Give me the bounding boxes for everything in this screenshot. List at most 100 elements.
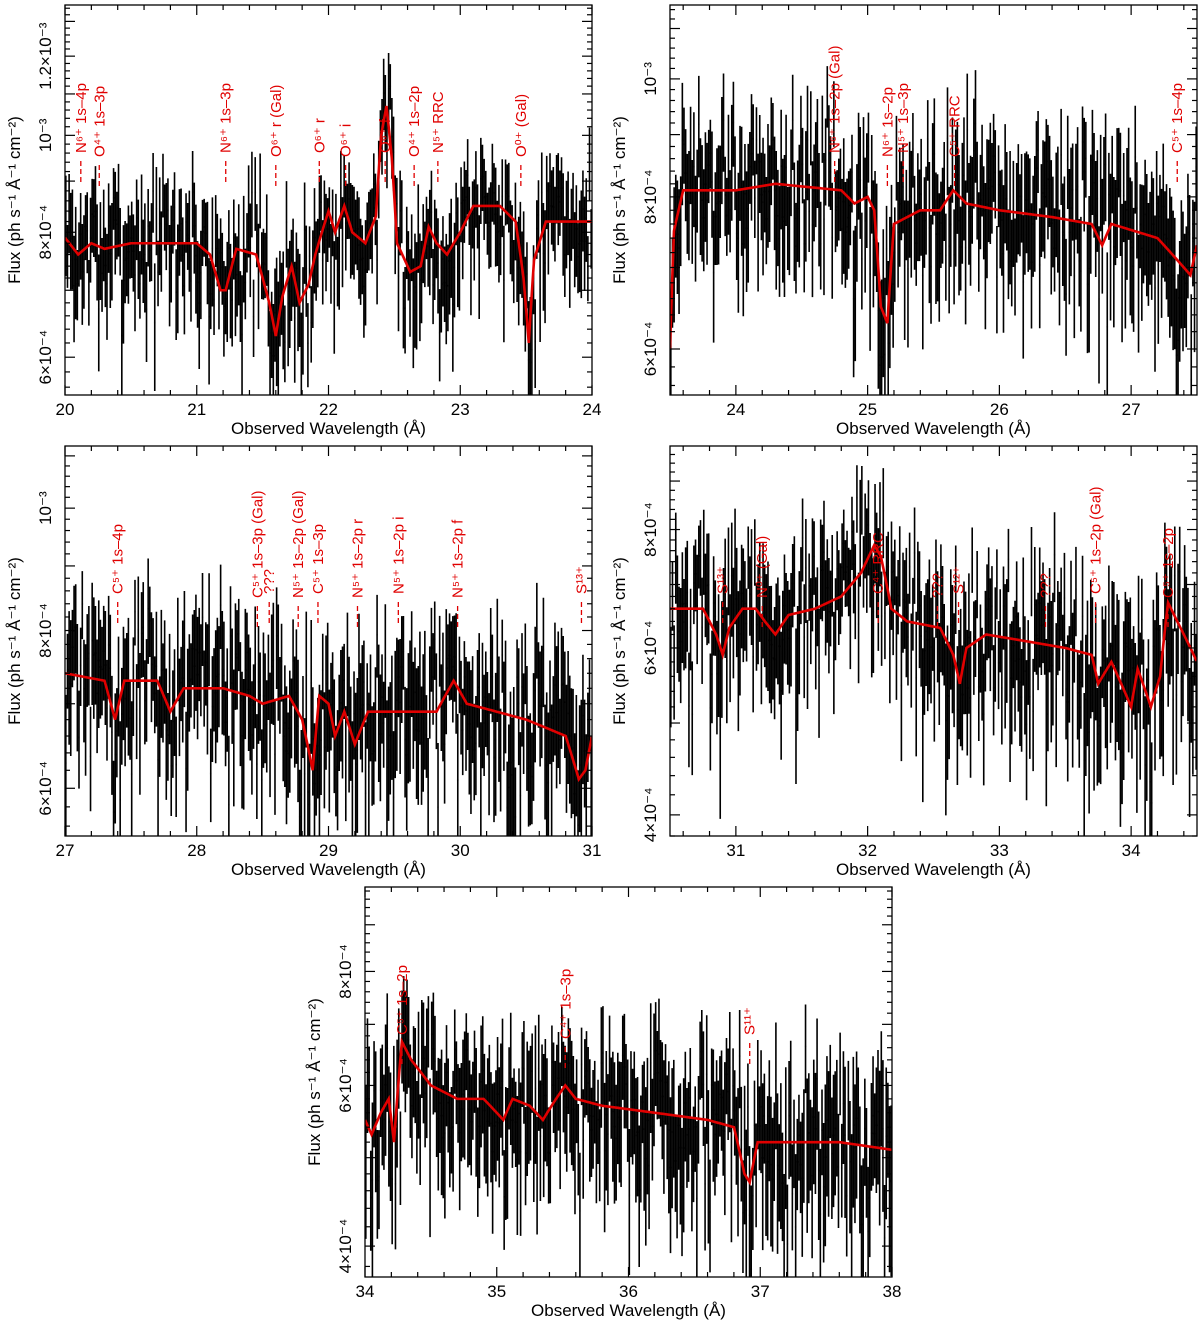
line-id-label: N⁵⁺ 1s–2p (Gal) <box>290 490 307 598</box>
x-tick-label: 26 <box>990 400 1009 419</box>
panel-4: 31 32 33 34 Observed Wavelength (Å) 4×10⁻⁴ 6×1… <box>610 445 1198 879</box>
data-points <box>65 558 592 836</box>
line-id-label: O⁴⁺ 1s–3p <box>91 86 108 157</box>
x-tick-label: 28 <box>187 841 206 860</box>
x-axis: 24 25 26 27 Observed Wavelength (Å) <box>682 5 1185 438</box>
y-axis-label: Flux (ph s⁻¹ Å⁻¹ cm⁻²) <box>305 998 324 1166</box>
y-tick-label: 6×10⁻⁴ <box>641 621 660 676</box>
line-id-label: N⁶⁺ 1s–3p <box>218 83 235 153</box>
x-tick-label: 21 <box>187 400 206 419</box>
model-line <box>670 542 1197 712</box>
line-id-label: O⁶⁺ r (Gal) <box>268 85 285 157</box>
data-points <box>670 66 1197 395</box>
x-tick-label: 36 <box>619 1282 638 1301</box>
x-axis: 20 21 22 23 24 Observed Wavelength (Å) <box>56 5 602 438</box>
x-tick-label: 37 <box>751 1282 770 1301</box>
line-id-label: N⁵⁺ 1s–3p <box>895 83 912 153</box>
x-tick-label: 24 <box>583 400 602 419</box>
y-axis: 4×10⁻⁴ 6×10⁻⁴ 8×10⁻⁴ Flux (ph s⁻¹ Å⁻¹ cm⁻²) <box>305 890 892 1273</box>
line-id-label: N⁵⁺ RRC <box>430 91 447 153</box>
model-line <box>670 182 1197 350</box>
line-ids: C⁵⁺ 1s–4p C⁵⁺ 1s–3p (Gal)??? N⁵⁺ 1s–2p (Ga… <box>110 490 590 628</box>
plot-frame <box>64 445 593 837</box>
plot-frame <box>669 4 1198 396</box>
y-axis-label: Flux (ph s⁻¹ Å⁻¹ cm⁻²) <box>5 557 24 725</box>
x-axis-label: Observed Wavelength (Å) <box>231 419 426 438</box>
line-id-label: S¹²⁺ <box>951 566 968 594</box>
line-id-label: N⁵⁺ 1s–2p i <box>390 516 407 594</box>
line-id-label: C⁴⁺ 1s–3p <box>557 969 574 1039</box>
y-tick-label: 10⁻³ <box>36 118 55 152</box>
y-axis: 6×10⁻⁴ 8×10⁻⁴ 10⁻³ Flux (ph s⁻¹ Å⁻¹ cm⁻²) <box>5 455 592 827</box>
plot-frame <box>64 4 593 396</box>
model-line <box>65 671 592 783</box>
x-tick-label: 22 <box>319 400 338 419</box>
line-id-label: O⁰⁺ (Gal) <box>513 94 530 157</box>
x-tick-label: 29 <box>319 841 338 860</box>
x-axis-label: Observed Wavelength (Å) <box>231 860 426 879</box>
line-id-label: C⁵⁺ 1s–3p <box>310 524 327 594</box>
y-tick-label: 8×10⁻⁴ <box>641 170 660 225</box>
line-id-label: S¹¹⁺ <box>742 1007 759 1035</box>
line-id-label: C⁵⁺ 1s–2p <box>394 965 411 1035</box>
x-tick-label: 33 <box>990 841 1009 860</box>
plot-frame <box>364 886 893 1278</box>
y-tick-label: 4×10⁻⁴ <box>641 788 660 843</box>
line-ids: S¹³⁺ N⁰⁺ (Gal) C⁴⁺ RRC??? S¹²⁺??? C⁵⁺ 1s–2p … <box>715 486 1177 628</box>
model-line <box>365 1037 892 1186</box>
y-axis-label: Flux (ph s⁻¹ Å⁻¹ cm⁻²) <box>5 116 24 284</box>
line-id-label: N⁰⁺ (Gal) <box>754 536 771 598</box>
x-axis-label: Observed Wavelength (Å) <box>836 860 1031 879</box>
line-id-label: N⁵⁺ 1s–2p f <box>450 519 467 598</box>
x-tick-label: 34 <box>1122 841 1141 860</box>
x-tick-label: 25 <box>858 400 877 419</box>
y-tick-label: 8×10⁻⁴ <box>36 205 55 260</box>
y-tick-label: 6×10⁻⁴ <box>641 322 660 377</box>
line-ids: N⁶⁺ 1s–4p O⁴⁺ 1s–3p N⁶⁺ 1s–3p O⁶⁺ r (Gal) O⁶… <box>73 83 530 187</box>
x-tick-label: 31 <box>726 841 745 860</box>
line-id-label: N⁶⁺ 1s–2p <box>879 87 896 157</box>
line-id-label: N⁵⁺ 1s–2p r <box>349 519 366 598</box>
data-points <box>365 976 892 1277</box>
x-axis: 27 28 29 30 31 Observed Wavelength (Å) <box>56 446 602 879</box>
x-tick-label: 35 <box>487 1282 506 1301</box>
x-tick-label: 27 <box>1122 400 1141 419</box>
x-tick-label: 34 <box>356 1282 375 1301</box>
x-tick-label: 31 <box>583 841 602 860</box>
y-axis: 6×10⁻⁴ 8×10⁻⁴ 10⁻³ 1.2×10⁻³ Flux (ph s⁻¹ Å⁻¹… <box>5 7 592 388</box>
x-tick-label: 23 <box>451 400 470 419</box>
y-axis: 6×10⁻⁴ 8×10⁻⁴ 10⁻³ Flux (ph s⁻¹ Å⁻¹ cm⁻²) <box>610 9 1197 387</box>
line-id-label: ??? <box>929 573 946 598</box>
panel-2: 24 25 26 27 Observed Wavelength (Å) 6×10⁻⁴ 8×1… <box>610 4 1198 438</box>
line-id-label: ??? <box>261 569 278 594</box>
x-tick-label: 20 <box>56 400 75 419</box>
y-tick-label: 6×10⁻⁴ <box>36 330 55 385</box>
x-axis-label: Observed Wavelength (Å) <box>531 1301 726 1320</box>
x-axis: 31 32 33 34 Observed Wavelength (Å) <box>682 446 1185 879</box>
x-tick-label: 30 <box>451 841 470 860</box>
line-id-label: C⁵⁺ 1s–4p <box>1169 83 1186 153</box>
line-id-label: N⁶⁺ 1s–4p <box>73 83 90 153</box>
x-tick-label: 32 <box>858 841 877 860</box>
line-id-label: ??? <box>1037 573 1054 598</box>
line-id-label: C⁵⁺ 1s–2p (Gal) <box>1088 486 1105 594</box>
line-id-label: O⁶⁺ i <box>338 124 355 157</box>
y-axis-label: Flux (ph s⁻¹ Å⁻¹ cm⁻²) <box>610 116 629 284</box>
error-bars <box>670 465 1197 836</box>
y-tick-label: 6×10⁻⁴ <box>36 761 55 816</box>
line-id-label: C⁴⁺ RRC <box>870 532 887 594</box>
y-axis: 4×10⁻⁴ 6×10⁻⁴ 8×10⁻⁴ Flux (ph s⁻¹ Å⁻¹ cm⁻²) <box>610 453 1197 843</box>
y-tick-label: 8×10⁻⁴ <box>641 502 660 557</box>
line-id-label: O⁴⁺ 1s–2p <box>406 86 423 157</box>
line-id-label: O⁶⁺ f <box>377 118 394 153</box>
x-axis-label: Observed Wavelength (Å) <box>836 419 1031 438</box>
x-tick-label: 38 <box>883 1282 902 1301</box>
line-id-label: C⁵⁺ 1s–3p (Gal) <box>249 490 266 598</box>
y-tick-label: 8×10⁻⁴ <box>36 603 55 658</box>
data-points <box>65 53 592 395</box>
panel-5: 34 35 36 37 38 Observed Wavelength (Å) 4×10⁻⁴ 6… <box>305 886 902 1320</box>
line-id-label: S¹³⁺ <box>715 566 732 594</box>
y-tick-label: 1.2×10⁻³ <box>36 22 55 89</box>
y-tick-label: 10⁻³ <box>641 62 660 96</box>
